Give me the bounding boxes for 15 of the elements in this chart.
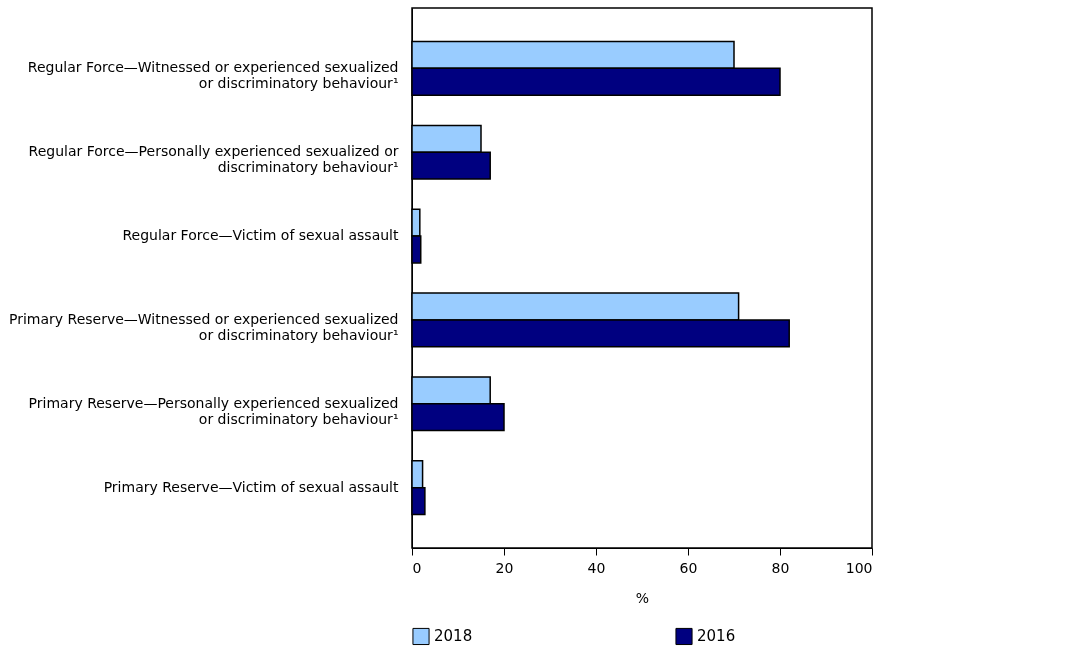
x-tick-label: 0: [412, 559, 422, 576]
y-tick-label: Primary Reserve—Personally experienced sexualized or discriminatory behaviour¹: [28, 394, 399, 427]
x-tick-label: 60: [679, 559, 698, 576]
y-tick-label: Primary Reserve—Victim of sexual assault: [103, 478, 400, 495]
x-tick-label: 40: [587, 559, 606, 576]
x-tick-label: 80: [771, 559, 790, 576]
x-axis-title: %: [635, 589, 650, 606]
y-tick-label: Primary Reserve—Witnessed or experienced sexualized or discriminatory behaviour¹: [9, 310, 399, 343]
legend-label: 2016: [697, 627, 736, 646]
y-tick-label: Regular Force—Victim of sexual assault: [122, 227, 400, 244]
y-tick-label: Regular Force—Witnessed or experienced sexualized or discriminatory behaviour¹: [27, 59, 399, 92]
x-tick-label: 100: [845, 559, 873, 576]
x-tick-label: 20: [495, 559, 514, 576]
legend-label: 2018: [434, 627, 473, 646]
y-tick-label: Regular Force—Personally experienced sexualized or discriminatory behaviour¹: [28, 143, 399, 176]
